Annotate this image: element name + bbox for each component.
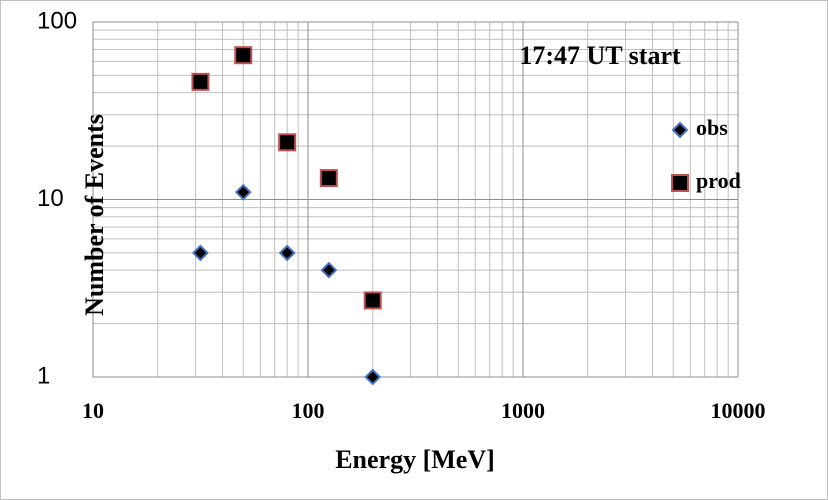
- y-axis-label: Number of Events: [80, 114, 109, 316]
- square-marker: [278, 133, 297, 152]
- square-marker: [363, 291, 382, 310]
- diamond-marker: [278, 244, 296, 262]
- square-marker: [191, 72, 210, 91]
- y-tick-label: 10: [37, 185, 64, 212]
- y-tick-label: 1: [37, 362, 50, 389]
- legend-label: obs: [696, 115, 728, 140]
- square-marker: [234, 46, 253, 65]
- grid: [92, 21, 739, 378]
- marks: [191, 46, 689, 386]
- legend-marker: [671, 174, 689, 192]
- x-tick-label: 1000: [501, 398, 545, 423]
- diamond-marker: [320, 261, 338, 279]
- x-axis-label: Energy [MeV]: [335, 445, 495, 474]
- annotation: 17:47 UT start: [519, 41, 681, 70]
- y-tick-label: 100: [37, 7, 77, 34]
- legend-marker: [671, 121, 689, 139]
- diamond-marker: [192, 244, 209, 262]
- x-tick-label: 100: [292, 398, 325, 423]
- x-tick-label: 10: [82, 398, 104, 423]
- diamond-marker: [234, 183, 252, 201]
- x-tick-label: 10000: [711, 398, 766, 423]
- square-marker: [319, 169, 338, 188]
- legend-label: prod: [696, 168, 741, 193]
- diamond-marker: [364, 368, 382, 386]
